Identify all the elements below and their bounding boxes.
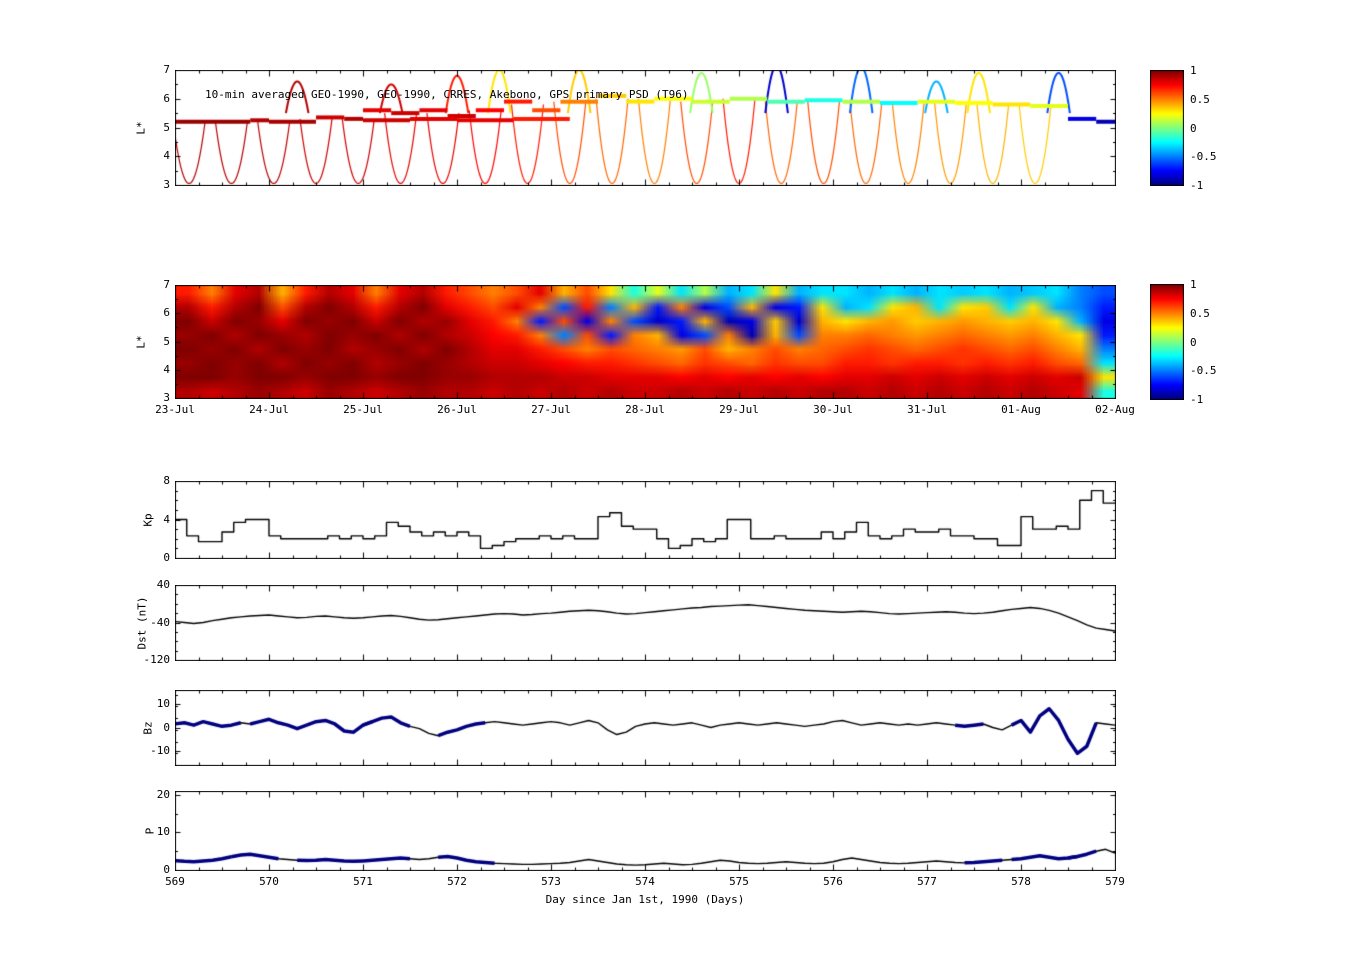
date-tick-label: 28-Jul (625, 403, 665, 416)
p-ytick-label: 20 (156, 787, 170, 801)
x-tick-label: 578 (1011, 875, 1031, 888)
dst-ytick-label: -120 (143, 653, 171, 666)
psd-heatmap-ytick-label: 7 (163, 278, 170, 291)
date-tick-label: 26-Jul (437, 403, 477, 416)
kp-ytick-label: 4 (163, 512, 170, 526)
p-ytick-label: 10 (156, 825, 170, 839)
p-plot (175, 791, 1116, 871)
x-tick-label: 574 (635, 875, 655, 888)
psd-orbits-ytick-label: 4 (163, 149, 170, 163)
bz-ytick-label: 0 (163, 720, 170, 734)
dst-ytick-label: 40 (156, 578, 170, 591)
colorbar-top-tick-label: -1 (1190, 179, 1204, 192)
dst-plot (175, 585, 1116, 661)
date-tick-label: 31-Jul (907, 403, 947, 416)
colorbar-bottom-tick-label: 0 (1190, 335, 1197, 349)
colorbar-top-tick-label: 1 (1190, 64, 1197, 77)
psd-orbits-ytick-label: 5 (163, 120, 170, 134)
psd-orbits-title: 10-min averaged GEO-1990, GEO-1990, CRRE… (205, 88, 689, 101)
date-tick-label: 23-Jul (155, 403, 195, 416)
colorbar-top (1150, 70, 1184, 186)
psd-orbits-plot (175, 70, 1116, 186)
date-tick-label: 25-Jul (343, 403, 383, 416)
x-tick-label: 573 (541, 875, 561, 888)
psd-heatmap-ytick-label: 6 (163, 306, 170, 320)
p-ytick-label: 0 (163, 863, 170, 876)
psd-orbits-ytick-label: 3 (163, 178, 170, 191)
psd-orbits-ytick-label: 6 (163, 91, 170, 105)
dst-ytick-label: -40 (150, 615, 170, 629)
date-tick-label: 29-Jul (719, 403, 759, 416)
kp-ytick-label: 0 (163, 551, 170, 564)
date-tick-label: 01-Aug (1001, 403, 1041, 416)
x-tick-label: 576 (823, 875, 843, 888)
bz-plot (175, 690, 1116, 766)
date-tick-label: 02-Aug (1095, 403, 1135, 416)
colorbar-bottom-tick-label: -1 (1190, 393, 1204, 406)
psd-heatmap-plot (175, 285, 1116, 399)
x-tick-label: 579 (1105, 875, 1125, 888)
bz-ytick-label: 10 (156, 697, 170, 711)
kp-plot (175, 481, 1116, 559)
colorbar-bottom-tick-label: -0.5 (1190, 364, 1217, 378)
x-tick-label: 572 (447, 875, 467, 888)
date-tick-label: 27-Jul (531, 403, 571, 416)
colorbar-bottom-tick-label: 0.5 (1190, 306, 1210, 320)
x-tick-label: 571 (353, 875, 373, 888)
x-tick-label: 570 (259, 875, 279, 888)
psd-heatmap-ytick-label: 3 (163, 391, 170, 404)
x-tick-label: 577 (917, 875, 937, 888)
x-tick-label: 569 (165, 875, 185, 888)
psd-heatmap-ytick-label: 4 (163, 362, 170, 376)
colorbar-top-tick-label: 0.5 (1190, 92, 1210, 106)
colorbar-bottom (1150, 284, 1184, 400)
date-tick-label: 24-Jul (249, 403, 289, 416)
colorbar-top-tick-label: -0.5 (1190, 150, 1217, 164)
psd-heatmap-ytick-label: 5 (163, 334, 170, 348)
kp-ytick-label: 8 (163, 474, 170, 487)
colorbar-bottom-tick-label: 1 (1190, 278, 1197, 291)
x-tick-label: 575 (729, 875, 749, 888)
date-tick-label: 30-Jul (813, 403, 853, 416)
colorbar-top-tick-label: 0 (1190, 121, 1197, 135)
x-axis-label: Day since Jan 1st, 1990 (Days) (545, 893, 745, 906)
bz-ytick-label: -10 (150, 743, 170, 757)
psd-orbits-ytick-label: 7 (163, 63, 170, 76)
